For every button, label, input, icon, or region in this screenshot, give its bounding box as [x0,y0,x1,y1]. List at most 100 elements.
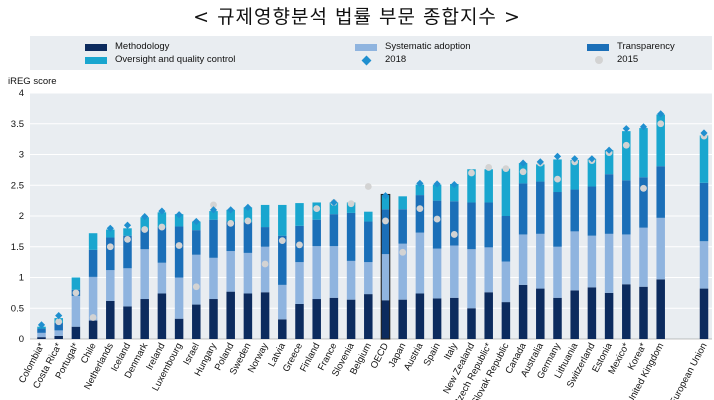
bar-segment-oversight [656,114,665,167]
bar-segment-oversight [106,229,115,238]
bar-segment-methodology [71,326,81,339]
bar-segment-systematic [364,262,373,295]
bar-segment-systematic [639,227,648,287]
bar-segment-methodology [432,298,442,339]
bar-segment-systematic [209,257,218,300]
bar-segment-transparency [329,214,339,247]
bar-segment-methodology [570,290,579,339]
bar-segment-methodology [381,300,390,339]
marker-2015 [364,183,372,190]
bar-segment-transparency [226,221,235,252]
bar-segment-oversight [450,184,459,202]
marker-2018 [536,158,544,166]
bar-segment-systematic [243,252,253,294]
marker-2018 [588,155,596,163]
y-tick-label: 0 [19,334,24,345]
bar-segment-methodology [553,297,562,339]
bar-segment-methodology [699,288,709,339]
marker-2015 [296,241,303,249]
legend-label-2015: 2015 [617,54,639,65]
marker-2018 [553,152,562,160]
marker-2018 [227,206,235,214]
bar-segment-methodology [346,299,356,339]
bar-segment-oversight [278,204,287,236]
marker-2015 [89,314,97,321]
bar-segment-transparency [501,216,511,262]
bar-segment-methodology [587,287,597,339]
bar-segment-systematic [553,246,562,298]
legend-swatch-methodology [85,44,107,51]
bar-segment-methodology [450,297,459,339]
bar-segment-transparency [570,189,579,232]
marker-2018 [657,110,665,118]
bar-segment-methodology [484,292,493,339]
bar-segment-transparency [260,227,270,247]
y-tick-label: 1.5 [11,242,24,253]
marker-2015 [657,120,665,128]
bar-segment-oversight [140,217,149,230]
marker-2015 [55,318,63,326]
bar-segment-oversight [699,135,709,183]
marker-2018 [605,146,613,154]
marker-2015 [175,242,183,249]
y-tick-label: 1 [19,273,24,284]
marker-2018 [192,217,200,226]
legend-label-systematic: Systematic adoption [385,41,471,52]
bar-segment-systematic [37,332,46,338]
bar-segment-systematic [536,233,545,289]
bar-segment-transparency [278,235,287,285]
marker-2018 [450,181,458,189]
marker-2018 [175,211,183,219]
marker-2018 [381,192,390,200]
marker-2015 [450,231,458,238]
bar-segment-systematic [398,243,407,300]
bar-segment-methodology [243,293,253,339]
bar-segment-systematic [140,249,149,300]
bar-segment-systematic [518,234,528,285]
marker-2018 [37,321,46,329]
bar-segment-systematic [450,245,459,298]
bar-segment-transparency [699,182,709,242]
marker-2015 [347,200,355,208]
marker-2018 [55,312,63,320]
y-tick-label: 3 [19,150,24,161]
marker-2015 [192,283,200,291]
marker-2018 [700,129,708,137]
bar-segment-oversight [484,169,493,203]
marker-2018 [106,224,114,232]
bar-segment-oversight [329,202,339,215]
marker-2018 [416,179,424,188]
bar-segment-oversight [346,202,356,213]
bar-segment-oversight [88,233,98,250]
bar-segment-systematic [699,241,709,289]
bar-segment-transparency [518,183,528,235]
bar-segment-oversight [243,207,253,223]
bar-segment-transparency [243,222,253,253]
bar-segment-systematic [157,262,167,294]
marker-2018 [571,155,579,163]
y-tick-label: 0.5 [11,303,24,314]
bar-segment-transparency [364,221,373,263]
bar-segment-systematic [346,260,356,300]
bar-segment-systematic [226,251,235,292]
bar-segment-systematic [587,235,597,288]
legend-swatch-systematic [355,44,377,51]
bar-segment-methodology [174,318,184,339]
bar-segment-transparency [174,226,184,278]
bar-segment-methodology [260,292,270,339]
bar-segment-methodology [518,284,528,339]
bar-segment-systematic [54,330,63,336]
marker-2015 [640,184,647,192]
bar-segment-oversight [260,204,270,228]
marker-2015 [261,260,269,268]
bar-segment-oversight [295,203,304,226]
marker-2015 [278,237,286,245]
bar-segment-systematic [106,270,115,301]
bar-segment-systematic [123,268,132,307]
bar-segment-systematic [432,248,442,299]
legend-dot-2015 [595,56,603,64]
bar-segment-transparency [432,200,442,249]
marker-2015 [382,217,389,225]
bar-segment-methodology [604,292,614,339]
